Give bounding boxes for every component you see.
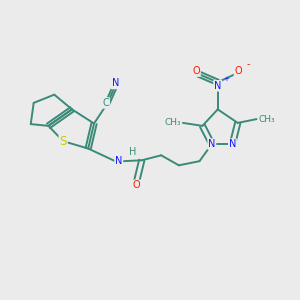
Text: O: O [235,66,242,76]
Text: N: N [214,81,221,91]
Text: -: - [247,59,250,69]
Text: CH₃: CH₃ [165,118,181,127]
Text: O: O [192,66,200,76]
Text: C: C [103,98,109,108]
Text: +: + [224,76,230,82]
Text: H: H [128,147,136,157]
Text: CH₃: CH₃ [258,115,275,124]
Text: S: S [59,135,67,148]
Text: N: N [115,156,122,166]
Text: O: O [133,180,141,190]
Text: N: N [208,139,215,149]
Text: N: N [112,79,119,88]
Text: N: N [229,139,236,149]
